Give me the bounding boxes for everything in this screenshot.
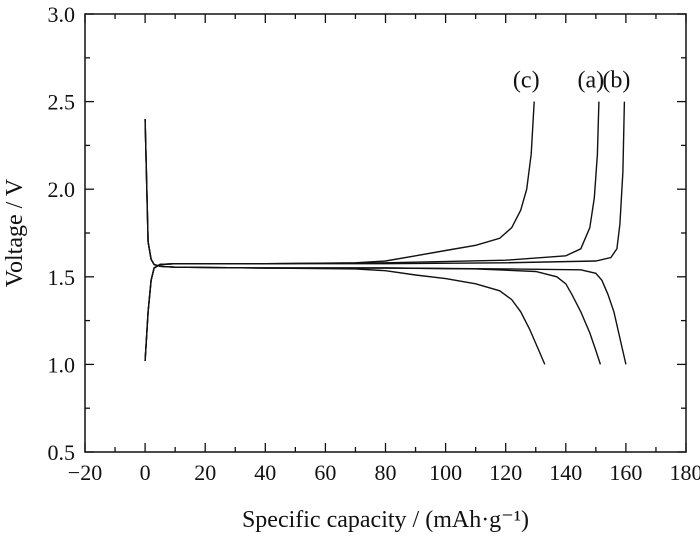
curve-charge-1 (144, 101, 626, 361)
x-tick-label: −20 (68, 460, 102, 485)
x-tick-label: 20 (194, 460, 216, 485)
x-tick-label: 120 (489, 460, 522, 485)
curve-label: (b) (602, 68, 630, 94)
x-tick-label: 80 (375, 460, 397, 485)
curve-discharge-1 (144, 119, 627, 365)
curve-label: (a) (578, 68, 605, 94)
x-tick-label: 140 (549, 460, 582, 485)
x-tick-label: 100 (429, 460, 462, 485)
curve-charge-2 (144, 101, 535, 361)
curve-discharge-2 (144, 119, 546, 365)
curve-label: (c) (513, 68, 540, 94)
x-tick-label: 0 (140, 460, 151, 485)
curve-discharge-0 (144, 119, 602, 365)
curves-layer (144, 101, 627, 365)
curve-charge-0 (144, 101, 600, 361)
plot-frame (84, 13, 687, 453)
y-tick-label: 2.5 (48, 90, 76, 115)
x-axis-title: Specific capacity / (mAh·g⁻¹) (242, 507, 529, 533)
curve-labels-layer: (a)(b) (c) (513, 68, 630, 94)
x-tick-label: 40 (254, 460, 276, 485)
y-tick-label: 1.0 (48, 352, 76, 377)
x-tick-label: 60 (314, 460, 336, 485)
y-tick-label: 3.0 (48, 2, 76, 27)
ticks-layer: −20 0 20 40 60 80 100 120 140 160 180 0.5 1.0 1.5 2.0 2… (48, 2, 700, 485)
y-axis-title: Voltage / V (2, 178, 28, 287)
x-tick-label: 160 (609, 460, 642, 485)
y-tick-label: 2.0 (48, 177, 76, 202)
y-tick-label: 1.5 (48, 265, 76, 290)
y-tick-label: 0.5 (48, 440, 76, 465)
x-tick-label: 180 (670, 460, 700, 485)
